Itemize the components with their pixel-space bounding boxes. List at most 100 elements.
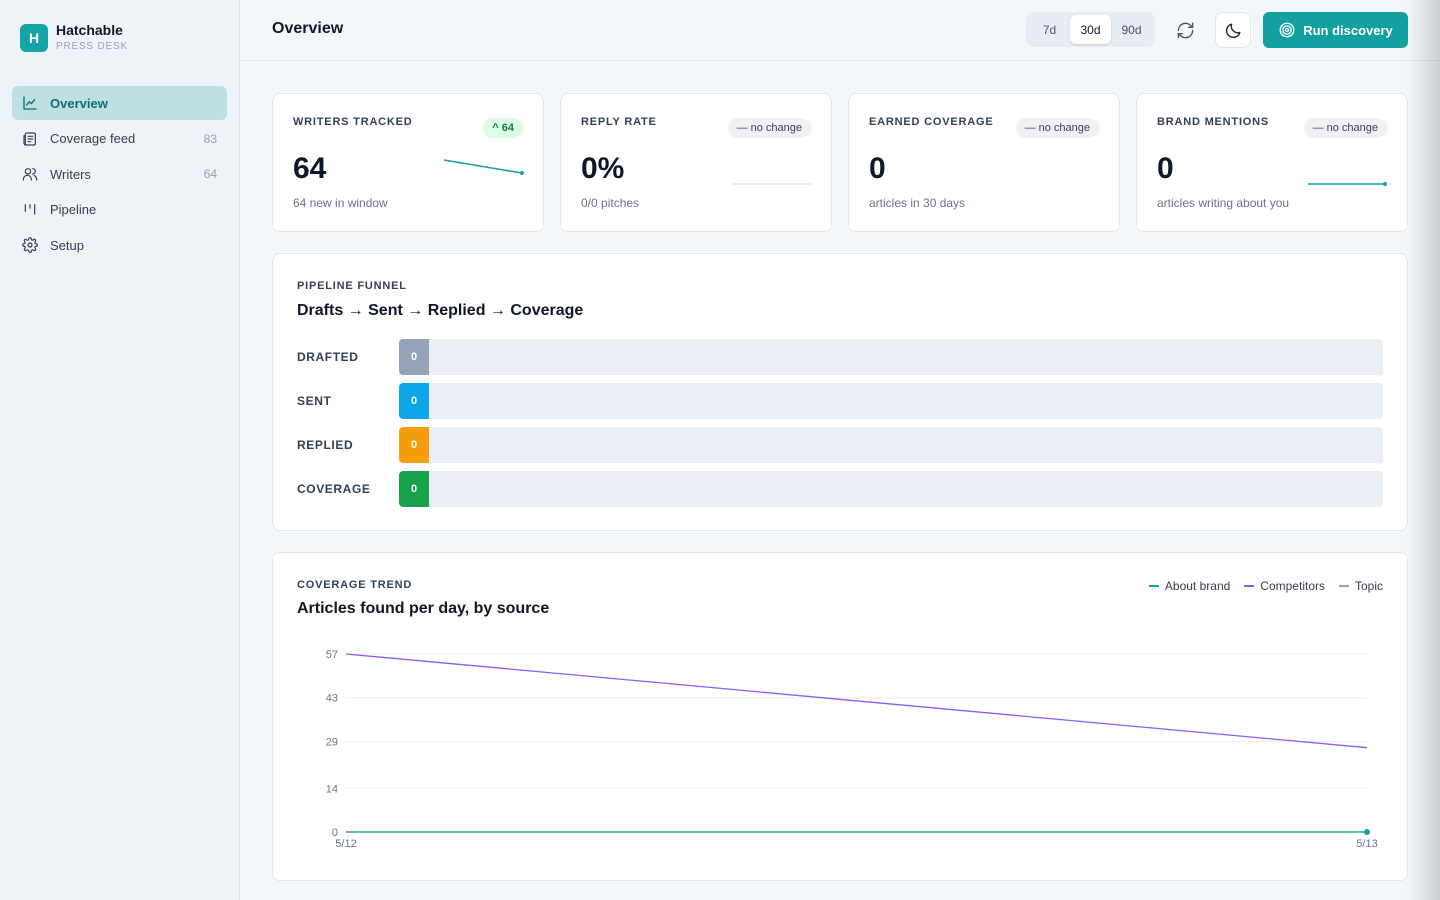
- series-line-competitors: [345, 653, 1368, 749]
- legend-item-competitors[interactable]: Competitors: [1244, 579, 1325, 593]
- section-label: COVERAGE TREND: [297, 579, 413, 591]
- range-7d-button[interactable]: 7d: [1042, 22, 1057, 37]
- chart-line-icon: [23, 96, 37, 110]
- gear-icon: [22, 237, 38, 253]
- edge-shadow: [1406, 0, 1440, 900]
- brand-logo: H: [20, 23, 48, 52]
- stat-card-writers-tracked: WRITERS TRACKED ^ 64 64 64 new in window: [272, 93, 544, 232]
- sidebar-item-coverage-feed[interactable]: Coverage feed 83: [12, 122, 227, 156]
- legend-swatch: [1244, 585, 1255, 587]
- funnel-bar: 0: [399, 471, 429, 507]
- stat-value: 0: [1157, 152, 1174, 185]
- legend-item-topic[interactable]: Topic: [1338, 579, 1383, 593]
- stat-value: 0%: [581, 152, 625, 185]
- sidebar-item-count: 83: [203, 131, 217, 146]
- funnel-row-replied: REPLIED 0: [297, 427, 1383, 463]
- sparkline-line: [443, 159, 523, 174]
- sidebar: H Hatchable PRESS DESK Overview Coverage…: [0, 0, 240, 900]
- stat-change-badge: — no change: [1015, 118, 1099, 138]
- top-header: Overview 7d 30d 90d Run discovery: [240, 0, 1440, 61]
- funnel-row-drafted: DRAFTED 0: [297, 339, 1383, 375]
- funnel-row-sent: SENT 0: [297, 383, 1383, 419]
- stat-change-badge: — no change: [1303, 118, 1387, 138]
- sidebar-nav: Overview Coverage feed 83 Writers 64 Pip…: [12, 86, 227, 264]
- legend-label: Topic: [1354, 579, 1383, 593]
- run-discovery-label: Run discovery: [1303, 22, 1393, 38]
- stat-label: REPLY RATE: [581, 116, 657, 128]
- range-90d-button[interactable]: 90d: [1121, 22, 1142, 37]
- stat-subtext: 64 new in window: [293, 196, 388, 210]
- sidebar-item-writers[interactable]: Writers 64: [12, 157, 227, 191]
- x-tick-label: 5/12: [335, 838, 356, 850]
- sidebar-item-label: Setup: [50, 237, 84, 253]
- stat-subtext: articles writing about you: [1157, 196, 1290, 210]
- run-discovery-button[interactable]: Run discovery: [1263, 12, 1408, 48]
- stat-subtext: 0/0 pitches: [581, 196, 640, 210]
- stat-label: WRITERS TRACKED: [293, 116, 413, 128]
- moon-icon: [1225, 22, 1241, 38]
- y-tick-label: 29: [326, 736, 338, 748]
- sidebar-item-setup[interactable]: Setup: [12, 228, 227, 262]
- y-tick-label: 14: [326, 783, 338, 795]
- sparkline: [732, 183, 811, 185]
- legend-swatch: [1148, 585, 1159, 587]
- stat-label: BRAND MENTIONS: [1157, 116, 1270, 128]
- date-range-toggle: 7d 30d 90d: [1026, 12, 1155, 47]
- y-tick-label: 43: [326, 693, 338, 705]
- range-30d-button[interactable]: 30d: [1070, 15, 1111, 44]
- y-tick-label: 57: [326, 649, 338, 661]
- funnel-track: 0: [399, 471, 1383, 507]
- legend-item-about-brand[interactable]: About brand: [1148, 579, 1231, 593]
- stat-label: EARNED COVERAGE: [869, 116, 994, 128]
- funnel-row-label: SENT: [297, 394, 332, 408]
- sidebar-item-overview[interactable]: Overview: [12, 86, 227, 120]
- page-title: Overview: [272, 20, 344, 37]
- pipeline-funnel-card: PIPELINE FUNNEL Drafts → Sent → Replied …: [272, 253, 1408, 531]
- refresh-button[interactable]: [1167, 12, 1203, 48]
- stat-card-earned-coverage: EARNED COVERAGE — no change 0 articles i…: [848, 93, 1120, 232]
- radar-icon: [1279, 22, 1295, 38]
- funnel-track: 0: [399, 427, 1383, 463]
- funnel-bar: 0: [399, 383, 429, 419]
- sidebar-item-label: Writers: [50, 166, 91, 182]
- funnel-row-label: DRAFTED: [297, 350, 359, 364]
- sparkline: [1308, 182, 1387, 186]
- x-tick-label: 5/13: [1356, 838, 1377, 850]
- legend-label: Competitors: [1260, 579, 1325, 593]
- section-title: Articles found per day, by source: [297, 600, 550, 617]
- newspaper-icon: [23, 131, 36, 146]
- brand-name: Hatchable: [56, 22, 123, 38]
- funnel-row-label: COVERAGE: [297, 482, 371, 496]
- stat-card-reply-rate: REPLY RATE — no change 0% 0/0 pitches: [560, 93, 832, 232]
- legend-label: About brand: [1164, 579, 1231, 593]
- refresh-icon: [1177, 22, 1193, 38]
- funnel-bar: 0: [399, 427, 429, 463]
- brand[interactable]: H Hatchable PRESS DESK: [20, 22, 128, 53]
- y-tick-label: 0: [332, 827, 338, 839]
- stat-card-brand-mentions: BRAND MENTIONS — no change 0 articles wr…: [1136, 93, 1408, 232]
- sidebar-item-label: Pipeline: [50, 202, 97, 217]
- sparkline-end-point: [520, 171, 524, 175]
- stat-subtext: articles in 30 days: [869, 196, 966, 210]
- chart-legend: About brand Competitors Topic: [1135, 579, 1383, 593]
- funnel-row-coverage: COVERAGE 0: [297, 471, 1383, 507]
- sparkline: [443, 159, 524, 175]
- users-icon: [22, 168, 38, 181]
- funnel-track: 0: [399, 339, 1383, 375]
- brand-subtitle: PRESS DESK: [56, 41, 128, 52]
- stat-change-badge: ^ 64: [483, 118, 523, 138]
- section-label: PIPELINE FUNNEL: [297, 280, 407, 292]
- coverage-trend-card: 0 14 29 43 57 5/12 5/13 COVERAGE TREND Article…: [272, 552, 1408, 881]
- theme-toggle-button[interactable]: [1215, 12, 1251, 48]
- sidebar-item-pipeline[interactable]: Pipeline: [12, 193, 227, 227]
- sidebar-item-label: Coverage feed: [50, 131, 136, 146]
- coverage-trend-chart: 0 14 29 43 57 5/12 5/13: [326, 649, 1378, 850]
- funnel-track: 0: [399, 383, 1383, 419]
- section-title: Drafts → Sent → Replied → Coverage: [297, 302, 584, 319]
- stat-value: 64: [293, 152, 327, 185]
- series-point-about-brand: [1364, 829, 1370, 835]
- stat-change-badge: — no change: [727, 118, 811, 138]
- sidebar-item-label: Overview: [50, 95, 108, 111]
- legend-swatch: [1338, 585, 1349, 587]
- funnel-row-label: REPLIED: [297, 438, 354, 452]
